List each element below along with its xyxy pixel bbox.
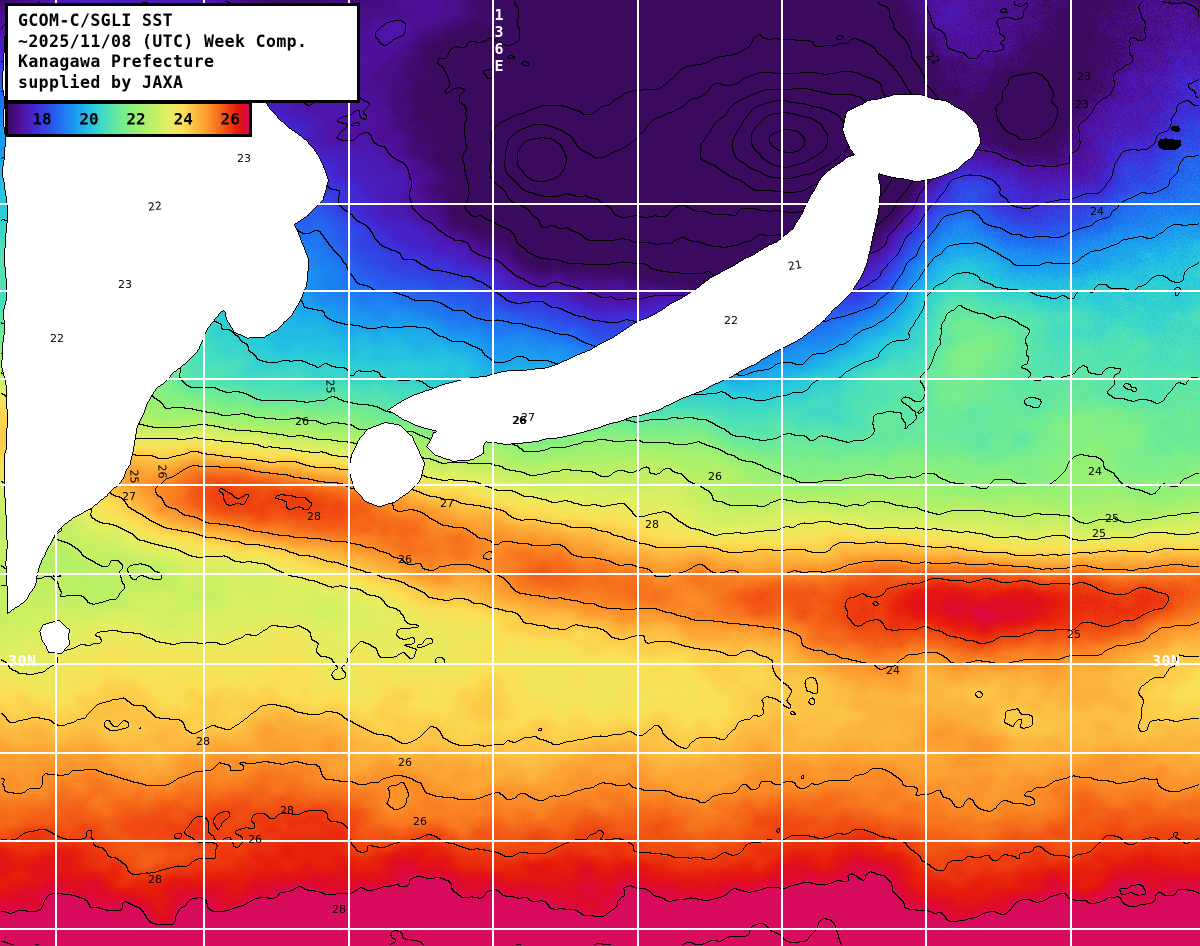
title-line-date: ~2025/11/08 (UTC) Week Comp. — [18, 31, 308, 51]
coord-label-30n-1: 30N — [8, 652, 37, 670]
title-legend-box: GCOM-C/SGLI SST ~2025/11/08 (UTC) Week C… — [5, 3, 360, 103]
colorbar-tick-26: 26 — [220, 109, 240, 129]
title-line-region: Kanagawa Prefecture — [18, 52, 215, 71]
colorbar-tick-18: 18 — [32, 109, 52, 129]
coord-label-136e-0: 136E — [490, 6, 508, 74]
sst-colorbar: 18 20 22 24 26 — [5, 101, 252, 137]
colorbar-gradient — [8, 104, 249, 134]
colorbar-tick-24: 24 — [173, 109, 193, 129]
coord-label-30n-2: 30N — [1152, 652, 1181, 670]
colorbar-tick-labels: 18 20 22 24 26 — [8, 104, 249, 134]
colorbar-tick-20: 20 — [79, 109, 99, 129]
title-line-product: GCOM-C/SGLI SST — [18, 11, 174, 30]
colorbar-tick-22: 22 — [126, 109, 146, 129]
title-line-provider: supplied by JAXA — [18, 72, 184, 92]
